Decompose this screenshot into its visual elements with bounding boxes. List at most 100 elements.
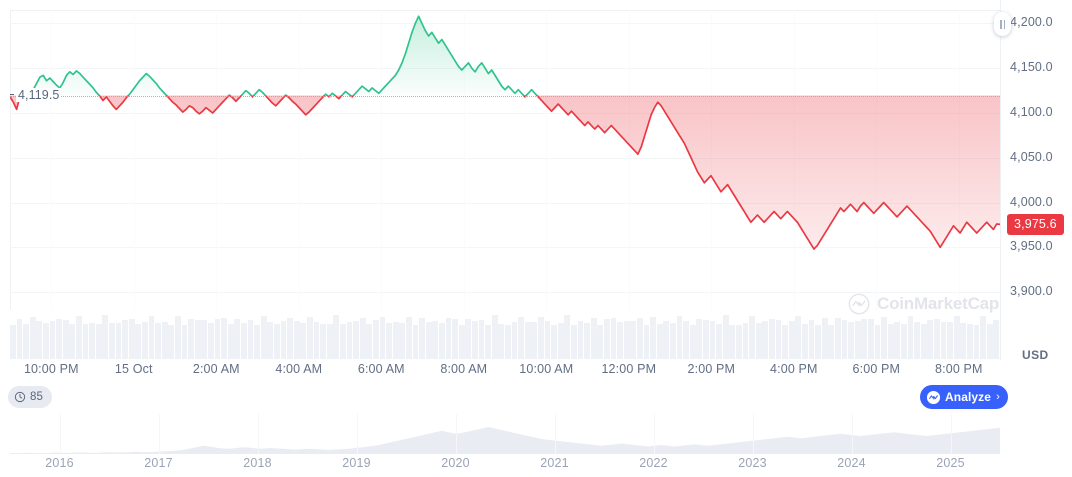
yaxis-separator [1000,0,1001,360]
range-navigator[interactable] [10,414,1000,454]
volume-bar [109,322,115,359]
y-axis-label: 4,000.0 [1010,194,1053,209]
vertical-gridline [628,10,630,310]
reference-price-line [10,95,1000,97]
volume-bar [320,323,326,359]
analyze-button[interactable]: Analyze › [920,385,1008,409]
volume-bar [188,318,194,359]
volume-bar [749,315,755,359]
volume-bar [115,322,122,359]
volume-bar [419,317,425,359]
volume-bar [696,318,703,359]
volume-bar [366,324,373,359]
volume-bar [927,319,934,359]
price-chart-plot[interactable]: 4,119.5 [10,10,1000,310]
volume-bar [287,317,293,359]
volume-bar [208,323,214,359]
gridline [10,292,1000,294]
volume-bar [425,322,432,359]
volume-bar [498,323,505,359]
volume-bar [148,315,155,359]
volume-bar [221,317,227,359]
navigator-gridline [455,414,457,454]
volume-bar [907,315,914,359]
navigator-x-label: 2024 [837,456,866,470]
volume-bar [934,318,940,359]
volume-bar [940,322,947,359]
volume-bar [399,322,406,359]
volume-bar [445,317,452,359]
y-axis-label: 4,050.0 [1010,149,1053,164]
volume-bar [623,321,630,359]
navigator-x-axis: 2016 2017 2018 2019 2020 2021 2022 2023 2024 2025 [0,456,1000,476]
volume-bar [16,318,23,359]
volume-bar [736,324,742,359]
vertical-gridline [381,10,383,310]
gridline [10,247,1000,249]
volume-bar [551,324,557,359]
navigator-gridline [752,414,754,454]
gridline [10,157,1000,159]
volume-bar [333,315,340,359]
navigator-right-handle[interactable] [994,12,1011,36]
coinmarketcap-logo-icon [848,293,870,315]
volume-bar [643,325,650,359]
volume-bar [373,320,379,359]
volume-bar [722,315,729,359]
volume-bar [729,324,736,359]
volume-bar [214,319,221,359]
navigator-x-label: 2017 [144,456,173,470]
navigator-x-label: 2018 [243,456,272,470]
navigator-gridline [59,414,61,454]
refresh-countdown-badge[interactable]: 85 [8,386,52,408]
volume-bar [175,316,181,359]
volume-bar [742,323,749,359]
volume-bar [782,324,788,359]
navigator-gridline [554,414,556,454]
volume-bar [703,319,709,359]
volume-bar [577,320,584,359]
x-axis-label: 6:00 AM [357,362,405,376]
volume-bar [993,319,1000,359]
volume-bar [584,322,590,359]
volume-bar [967,323,973,359]
volume-bar [69,324,76,359]
navigator-gridline [950,414,952,454]
navigator-gridline [158,414,160,454]
volume-bar [564,315,571,359]
volume-bar [828,324,835,359]
volume-bar [168,324,175,359]
volume-bar [861,319,868,359]
volume-bar [406,316,412,359]
navigator-x-label: 2019 [342,456,371,470]
volume-bar [89,323,95,359]
volume-bar [23,324,29,359]
volume-bar [676,316,683,359]
volume-histogram [10,311,1000,359]
volume-bar [326,324,333,359]
volume-bar [267,322,274,359]
volume-bar [821,317,828,359]
volume-bar [122,319,128,359]
clock-icon [14,391,26,403]
volume-bar [379,316,386,359]
volume-bar [439,323,445,359]
volume-bar [346,321,353,359]
volume-bar [82,323,89,359]
volume-bar [386,322,392,359]
volume-bar [201,320,208,359]
volume-bar [359,317,366,359]
volume-bar [340,324,346,359]
x-axis-label: 4:00 PM [769,362,818,376]
volume-bar [683,320,689,359]
volume-bar [650,317,656,359]
vertical-gridline [546,10,548,310]
x-axis-label: 2:00 PM [687,362,736,376]
volume-bar [432,320,439,359]
volume-bar [947,322,953,359]
x-axis-label: 12:00 PM [601,362,657,376]
volume-bar [960,323,967,359]
volume-bar [280,321,287,359]
volume-bar [795,315,802,359]
volume-bar [835,317,841,359]
